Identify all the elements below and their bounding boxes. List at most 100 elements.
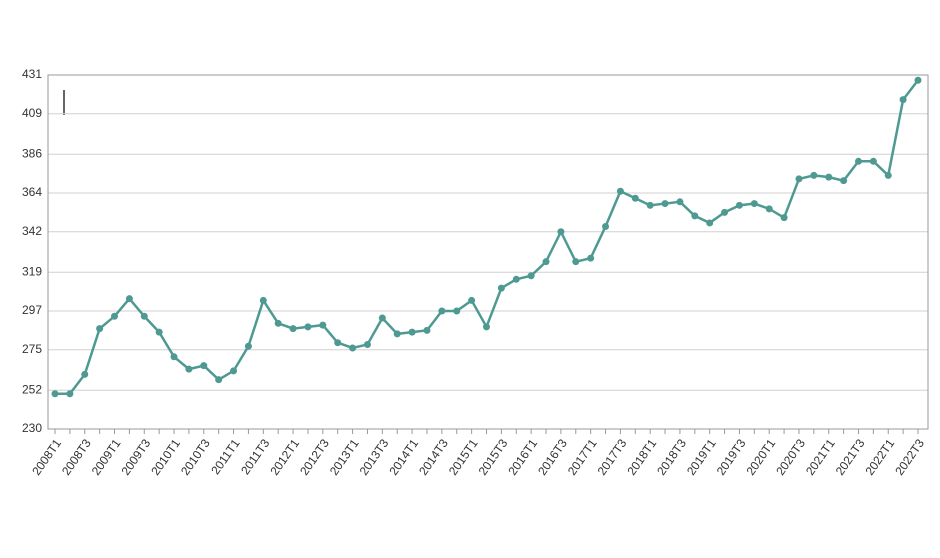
point [438, 307, 446, 315]
point [765, 205, 773, 213]
x-tick-label: 2008T1 [29, 436, 64, 478]
x-tick-label: 2014T3 [416, 436, 451, 478]
x-tick-label: 2018T3 [654, 436, 689, 478]
y-tick-label: 386 [22, 146, 42, 160]
point [840, 177, 848, 185]
x-tick-label: 2009T3 [119, 436, 154, 478]
x-tick-label: 2010T1 [148, 436, 183, 478]
point [631, 194, 639, 202]
point [140, 312, 148, 320]
point [423, 326, 431, 334]
point [780, 214, 788, 222]
x-tick-label: 2022T3 [892, 436, 927, 478]
point [497, 284, 505, 292]
x-tick-label: 2021T1 [803, 436, 838, 478]
x-tick-label: 2012T1 [267, 436, 302, 478]
x-tick-label: 2010T3 [178, 436, 213, 478]
point [602, 222, 610, 230]
point [274, 319, 282, 327]
x-tick-label: 2013T3 [357, 436, 392, 478]
point [363, 340, 371, 348]
point [378, 314, 386, 322]
x-tick-label: 2011T1 [208, 436, 242, 477]
x-tick-label: 2008T3 [59, 436, 94, 478]
point [854, 157, 862, 165]
point [646, 201, 654, 209]
y-tick-label: 230 [22, 421, 42, 435]
point [527, 272, 535, 280]
x-tick-label: 2020T3 [773, 436, 808, 478]
point [200, 362, 208, 370]
y-tick-label: 252 [22, 382, 42, 396]
point [244, 342, 252, 350]
point [676, 198, 684, 206]
point [289, 325, 297, 333]
y-tick-label: 364 [22, 185, 42, 199]
point [334, 339, 342, 347]
point [572, 258, 580, 266]
point [111, 312, 119, 320]
y-tick-label: 275 [22, 342, 42, 356]
x-tick-label: 2021T3 [833, 436, 868, 478]
y-tick-label: 409 [22, 106, 42, 120]
x-tick-label: 2017T3 [595, 436, 630, 478]
x-tick-label: 2015T1 [446, 436, 481, 478]
point [51, 390, 59, 398]
x-tick-label: 2009T1 [89, 436, 124, 478]
point [393, 330, 401, 338]
point [66, 390, 74, 398]
point [125, 295, 133, 303]
x-tick-label: 2013T1 [327, 436, 362, 478]
y-tick-label: 297 [22, 303, 42, 317]
x-tick-label: 2012T3 [297, 436, 332, 478]
point [750, 200, 758, 208]
point [96, 325, 104, 333]
x-tick-label: 2019T3 [714, 436, 749, 478]
point [215, 376, 223, 384]
point [230, 367, 238, 375]
point [899, 96, 907, 104]
point [795, 175, 803, 183]
point [721, 208, 729, 216]
point [155, 328, 163, 336]
point [512, 275, 520, 283]
point [408, 328, 416, 336]
point [661, 200, 669, 208]
x-tick-label: 2022T1 [862, 436, 897, 478]
y-tick-label: 342 [22, 224, 42, 238]
point [468, 296, 476, 304]
point [691, 212, 699, 220]
x-tick-label: 2017T1 [565, 436, 600, 478]
point [453, 307, 461, 315]
point [587, 254, 595, 262]
point [259, 296, 267, 304]
point [304, 323, 312, 331]
point [349, 344, 357, 352]
point [735, 201, 743, 209]
point [914, 76, 922, 84]
point [557, 228, 565, 236]
point [825, 173, 833, 181]
point [542, 258, 550, 266]
point [185, 365, 193, 373]
x-tick-label: 2014T1 [386, 436, 421, 478]
x-tick-label: 2016T1 [505, 436, 540, 478]
x-tick-label: 2016T3 [535, 436, 570, 478]
plot-border [47, 74, 929, 430]
point [483, 323, 490, 331]
x-tick-label: 2020T1 [743, 436, 778, 478]
point [319, 321, 327, 329]
y-tick-label: 431 [22, 67, 42, 81]
point [170, 353, 178, 361]
point [706, 219, 714, 227]
x-tick-label: 2015T3 [476, 436, 511, 478]
point [810, 171, 818, 179]
point [869, 157, 877, 165]
point [81, 370, 89, 378]
line [55, 79, 919, 396]
y-tick-label: 319 [22, 264, 42, 278]
point [884, 171, 892, 179]
x-tick-label: 2019T1 [684, 436, 719, 478]
